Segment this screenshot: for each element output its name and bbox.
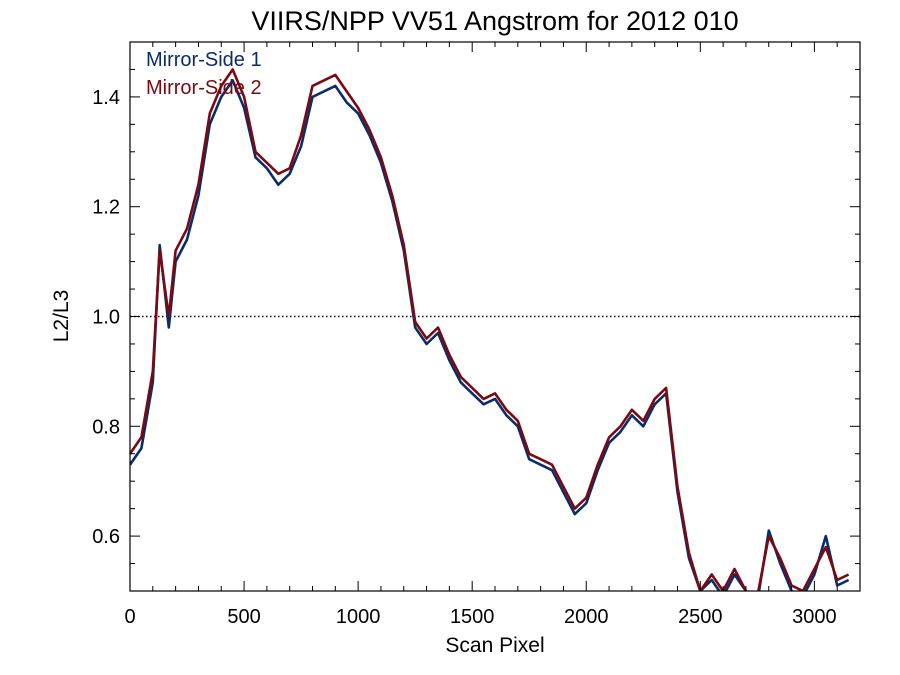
x-tick-label: 1500 bbox=[450, 606, 495, 628]
legend: Mirror-Side 1 Mirror-Side 2 bbox=[146, 49, 262, 99]
y-tick-label: 1.0 bbox=[92, 307, 120, 329]
chart-title: VIIRS/NPP VV51 Angstrom for 2012 010 bbox=[251, 6, 738, 36]
y-tick-label: 0.8 bbox=[92, 416, 120, 438]
legend-entry-2: Mirror-Side 2 bbox=[146, 77, 262, 99]
x-tick-label: 3000 bbox=[792, 606, 837, 628]
plot-frame bbox=[129, 41, 861, 592]
series-layer bbox=[130, 68, 850, 591]
x-tick-label: 1000 bbox=[336, 606, 381, 628]
x-axis-label: Scan Pixel bbox=[445, 634, 544, 657]
y-axis-label: L2/L3 bbox=[50, 290, 73, 343]
series-line-2 bbox=[130, 68, 850, 591]
y-tick-label: 0.6 bbox=[92, 526, 120, 548]
y-axis: 0.6 0.8 1.0 1.2 1.4 bbox=[92, 68, 860, 565]
series-line-1 bbox=[130, 79, 850, 591]
x-tick-label: 2000 bbox=[564, 606, 609, 628]
x-tick-label: 500 bbox=[227, 606, 260, 628]
x-tick-label: 0 bbox=[124, 606, 135, 628]
y-tick-label: 1.2 bbox=[92, 197, 120, 219]
y-tick-label: 1.4 bbox=[92, 87, 120, 109]
x-axis: 0 500 1000 1500 2000 2500 3000 bbox=[124, 42, 838, 628]
x-tick-label: 2500 bbox=[678, 606, 723, 628]
legend-entry-1: Mirror-Side 1 bbox=[146, 49, 262, 71]
